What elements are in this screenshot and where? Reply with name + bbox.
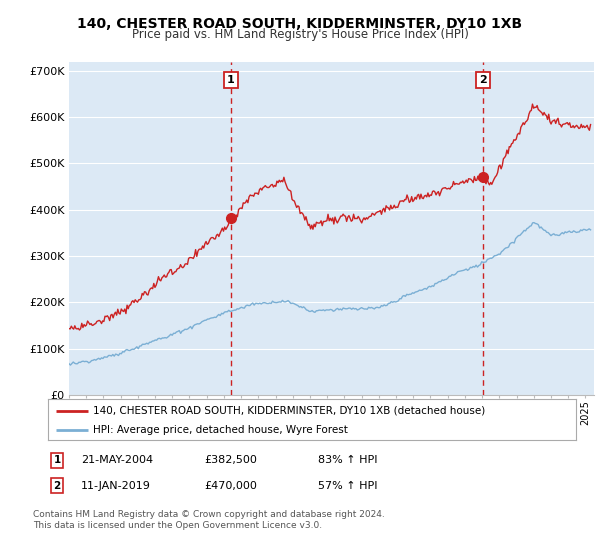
Text: 57% ↑ HPI: 57% ↑ HPI <box>318 480 377 491</box>
Text: 140, CHESTER ROAD SOUTH, KIDDERMINSTER, DY10 1XB: 140, CHESTER ROAD SOUTH, KIDDERMINSTER, … <box>77 17 523 31</box>
Text: 2: 2 <box>479 75 487 85</box>
Text: 2: 2 <box>53 480 61 491</box>
Text: £470,000: £470,000 <box>204 480 257 491</box>
Text: Contains HM Land Registry data © Crown copyright and database right 2024.
This d: Contains HM Land Registry data © Crown c… <box>33 510 385 530</box>
Text: 21-MAY-2004: 21-MAY-2004 <box>81 455 153 465</box>
Text: £382,500: £382,500 <box>204 455 257 465</box>
Text: 11-JAN-2019: 11-JAN-2019 <box>81 480 151 491</box>
Text: 1: 1 <box>227 75 235 85</box>
Text: Price paid vs. HM Land Registry's House Price Index (HPI): Price paid vs. HM Land Registry's House … <box>131 28 469 41</box>
Text: 140, CHESTER ROAD SOUTH, KIDDERMINSTER, DY10 1XB (detached house): 140, CHESTER ROAD SOUTH, KIDDERMINSTER, … <box>93 405 485 416</box>
Text: 83% ↑ HPI: 83% ↑ HPI <box>318 455 377 465</box>
Text: HPI: Average price, detached house, Wyre Forest: HPI: Average price, detached house, Wyre… <box>93 424 348 435</box>
Text: 1: 1 <box>53 455 61 465</box>
